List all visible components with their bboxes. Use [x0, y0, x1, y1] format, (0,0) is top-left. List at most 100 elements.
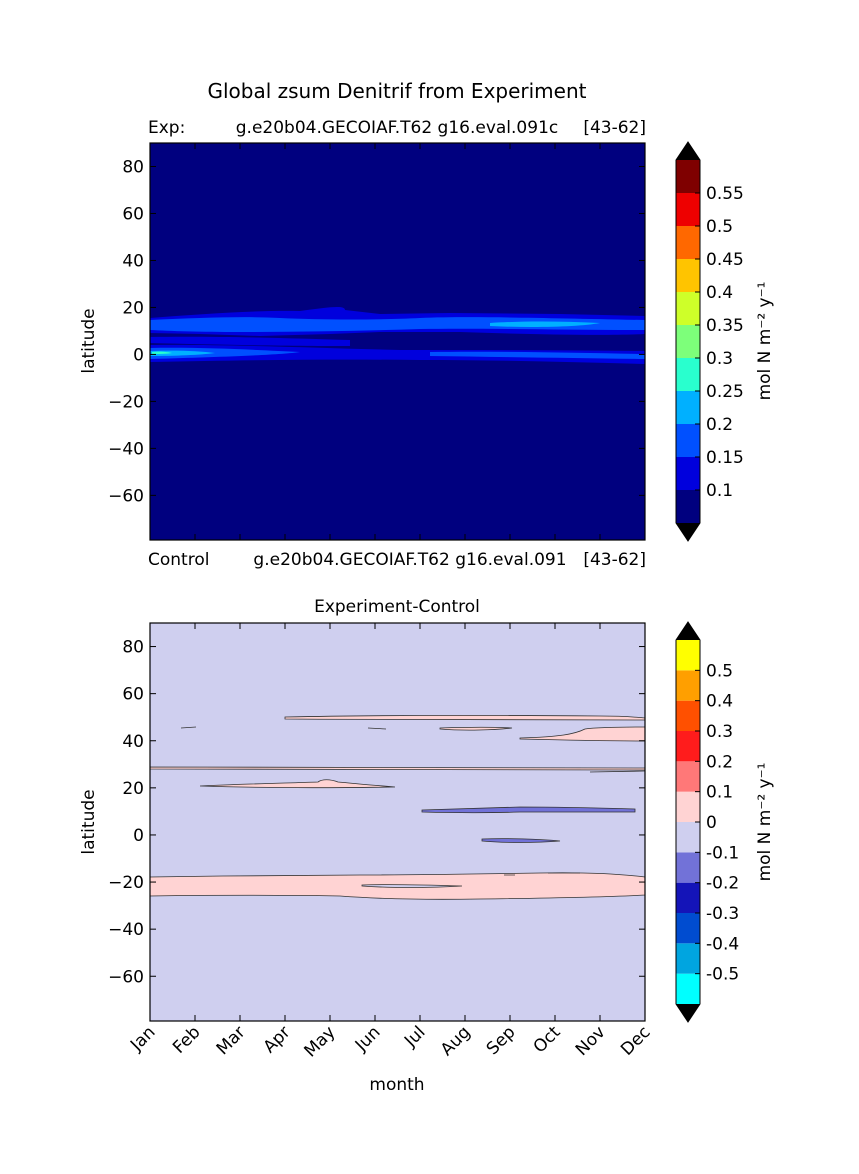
top-colorbar-segment	[676, 325, 700, 358]
top-title-left: Exp:	[148, 118, 185, 138]
top-y-axis: 80 60 40 20 0 −20 −40 −60	[108, 157, 645, 506]
bottom-pos-band-north21	[199, 779, 396, 789]
top-colorbar-segment	[676, 193, 700, 226]
top-colorbar-tick-label: 0.2	[706, 415, 733, 435]
month-tick-label: Nov	[572, 1022, 610, 1060]
top-band-mid	[150, 336, 350, 346]
bottom-neg-band-10n	[421, 806, 636, 814]
bottom-colorbar-segment	[676, 973, 700, 1004]
bottom-colorbar-segment	[676, 882, 700, 913]
top-colorbar-over-arrow	[676, 142, 700, 160]
top-colorbar-tick-label: 0.55	[706, 184, 744, 204]
bottom-ytick-label: 20	[122, 779, 144, 799]
month-tick-label: Jan	[126, 1022, 159, 1055]
top-ytick-label: 0	[133, 345, 144, 365]
top-colorbar-segment	[676, 226, 700, 259]
top-bottom-right: [43-62]	[583, 550, 646, 570]
bottom-colorbar-label: mol N m⁻² y⁻¹	[755, 763, 775, 882]
top-ytick-label: 40	[122, 251, 144, 271]
top-colorbar-label: mol N m⁻² y⁻¹	[755, 282, 775, 401]
bottom-colorbar-tick-label: -0.3	[706, 904, 739, 924]
bottom-colorbar: -0.5 -0.4 -0.3 -0.2 -0.1 0 0.1 0.2 0.3 0.4 0.5	[675, 621, 739, 1023]
bottom-neg-in-south	[361, 884, 463, 888]
bottom-pos-band-north42	[519, 726, 645, 742]
bottom-xlabel: month	[369, 1075, 424, 1095]
bottom-colorbar-tick-label: 0.3	[706, 722, 733, 742]
top-colorbar-segment	[676, 292, 700, 325]
top-ytick-label: 60	[122, 204, 144, 224]
bottom-panel: Experiment-Control 80 60 40 20 0 −20 −40 −60 Ja…	[79, 597, 775, 1095]
top-colorbar-tick-label: 0.35	[706, 316, 744, 336]
top-colorbar-segment	[676, 424, 700, 457]
bottom-small-lines	[180, 726, 645, 876]
bottom-colorbar-tick-label: 0.2	[706, 752, 733, 772]
month-tick-label: Mar	[213, 1022, 250, 1059]
bottom-colorbar-tick-label: 0.4	[706, 692, 733, 712]
month-tick-label: Oct	[530, 1022, 565, 1057]
top-ytick-label: −20	[108, 392, 144, 412]
bottom-colorbar-tick-label: -0.2	[706, 874, 739, 894]
top-band-equator-max	[152, 351, 172, 354]
top-colorbar-tick-label: 0.3	[706, 349, 733, 369]
bottom-ytick-label: 80	[122, 638, 144, 658]
top-colorbar-segment	[676, 259, 700, 292]
bottom-colorbar-segment	[676, 852, 700, 883]
month-tick-label: Jul	[400, 1022, 429, 1051]
bottom-neg-band-eq	[481, 838, 561, 843]
top-colorbar-tick-label: 0.4	[706, 283, 733, 303]
month-tick-label: Sep	[483, 1022, 520, 1059]
top-band-equator-outer	[150, 344, 645, 364]
top-band-north-core	[490, 321, 600, 327]
bottom-ytick-label: 40	[122, 732, 144, 752]
bottom-colorbar-tick-label: -0.1	[706, 843, 739, 863]
bottom-y-axis: 80 60 40 20 0 −20 −40 −60	[108, 638, 645, 987]
top-colorbar-outline	[675, 141, 701, 542]
top-colorbar-tick-label: 0.1	[706, 481, 733, 501]
bottom-title: Experiment-Control	[314, 597, 480, 617]
top-colorbar: 0.1 0.15 0.2 0.25 0.3 0.35 0.4 0.45 0.5 0.55	[675, 141, 744, 542]
bottom-colorbar-segment	[676, 913, 700, 944]
top-title-right: [43-62]	[583, 118, 646, 138]
bottom-colorbar-segment	[676, 822, 700, 853]
bottom-axes-frame	[149, 622, 646, 1022]
bottom-colorbar-outline	[675, 621, 701, 1023]
bottom-ytick-label: −60	[108, 967, 144, 987]
bottom-ytick-label: 60	[122, 685, 144, 705]
top-colorbar-tick-label: 0.45	[706, 250, 744, 270]
month-tick-label: Feb	[169, 1022, 204, 1057]
top-colorbar-segment	[676, 457, 700, 490]
top-colorbar-segment	[676, 358, 700, 391]
top-colorbar-tick-label: 0.15	[706, 448, 744, 468]
top-band-equator-core	[150, 350, 215, 356]
bottom-pos-band-north49	[284, 714, 645, 721]
month-tick-label: May	[301, 1022, 340, 1061]
top-ytick-label: −60	[108, 486, 144, 506]
bottom-colorbar-tick-label: -0.4	[706, 934, 739, 954]
top-ylabel: latitude	[79, 308, 99, 373]
top-ytick-label: 80	[122, 157, 144, 177]
bottom-colorbar-segment	[676, 700, 700, 731]
top-band-equator-inner	[150, 347, 645, 359]
bottom-colorbar-over-arrow	[676, 622, 700, 640]
top-band-north-inner	[150, 317, 645, 332]
bottom-colorbar-segment	[676, 761, 700, 792]
top-bottom-center: g.e20b04.GECOIAF.T62 g16.eval.091	[253, 550, 566, 570]
top-heatmap	[150, 143, 645, 540]
bottom-colorbar-segment	[676, 640, 700, 671]
month-tick-label: Dec	[617, 1022, 654, 1059]
bottom-ylabel: latitude	[79, 789, 99, 854]
top-x-ticks	[149, 143, 646, 540]
figure-title: Global zsum Denitrif from Experiment	[207, 79, 586, 103]
top-colorbar-tick-label: 0.25	[706, 382, 744, 402]
top-colorbar-segment	[676, 490, 700, 523]
bottom-pos-line-28n	[150, 766, 645, 771]
bottom-ytick-label: −20	[108, 873, 144, 893]
bottom-colorbar-tick-label: -0.5	[706, 965, 739, 985]
month-tick-label: Apr	[260, 1022, 295, 1057]
top-colorbar-under-arrow	[676, 523, 700, 541]
top-panel: Exp: g.e20b04.GECOIAF.T62 g16.eval.091c …	[79, 118, 775, 570]
bottom-colorbar-segment	[676, 731, 700, 762]
month-tick-label: Aug	[437, 1022, 475, 1060]
bottom-ytick-label: 0	[133, 826, 144, 846]
bottom-ytick-label: −40	[108, 920, 144, 940]
